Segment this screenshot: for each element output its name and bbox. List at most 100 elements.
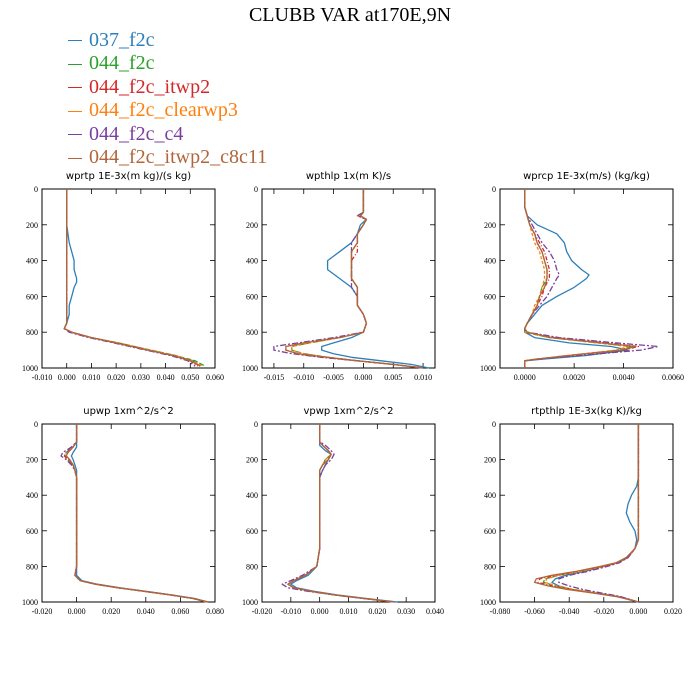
- x-tick-label: 0.000: [311, 607, 329, 616]
- y-tick-label: 200: [246, 456, 258, 465]
- legend-line-swatch: [68, 110, 82, 112]
- y-tick-label: 1000: [480, 364, 496, 373]
- plot-frame: [41, 423, 216, 603]
- series-line-037_f2c: [321, 189, 430, 369]
- series-line-044_f2c_clearwp3: [524, 189, 630, 368]
- legend-line-swatch: [68, 63, 82, 65]
- y-tick-label: 800: [26, 562, 38, 571]
- plot-frame: [41, 188, 216, 369]
- series-line-037_f2c: [551, 424, 640, 603]
- legend-line-swatch: [68, 157, 82, 159]
- y-tick-label: 0: [34, 185, 38, 194]
- x-tick-label: 0.000: [629, 607, 647, 616]
- legend-item: 037_f2c: [68, 28, 267, 52]
- chart-panel: wprcp 1E-3x(m/s) (kg/kg) 0 200 400 600 800 100…: [480, 171, 684, 382]
- plot-frame: [261, 423, 436, 603]
- series-line-037_f2c: [70, 424, 209, 603]
- series-line-044_f2c_c4: [63, 189, 196, 367]
- y-tick-label: 800: [26, 328, 38, 337]
- x-tick-label: -0.020: [32, 607, 53, 616]
- panel-title: vpwp 1xm^2/s^2: [303, 406, 393, 417]
- x-tick-label: -0.040: [559, 607, 580, 616]
- legend-line-swatch: [68, 87, 82, 89]
- series-line-037_f2c: [290, 424, 398, 603]
- x-tick-label: -0.010: [280, 607, 301, 616]
- panel-title: upwp 1xm^2/s^2: [83, 406, 173, 417]
- x-tick-label: 0.020: [107, 373, 125, 382]
- x-tick-label: 0.010: [414, 373, 432, 382]
- y-tick-label: 1000: [22, 598, 38, 607]
- y-tick-label: 400: [484, 491, 496, 500]
- chart-panel: wpthlp 1x(m K)/s02004006008001000-0.015-…: [242, 171, 436, 382]
- x-tick-label: -0.005: [323, 373, 344, 382]
- y-tick-label: 1000: [242, 364, 258, 373]
- chart-panel: vpwp 1xm^2/s^2 0 200 400 600 800 1000-0.020 -0.…: [242, 406, 444, 616]
- panel-title: wprcp 1E-3x(m/s) (kg/kg): [523, 171, 650, 182]
- legend-label: 044_f2c_itwp2: [89, 75, 211, 98]
- x-tick-label: -0.080: [490, 607, 511, 616]
- x-tick-label: 0.040: [157, 373, 175, 382]
- series-line-037_f2c: [63, 189, 201, 367]
- y-tick-label: 800: [246, 328, 258, 337]
- x-tick-label: -0.010: [32, 373, 53, 382]
- series-line-044_f2c_c4: [524, 189, 659, 368]
- x-tick-label: 0.060: [206, 373, 224, 382]
- y-tick-label: 1000: [480, 598, 496, 607]
- y-tick-label: 400: [246, 491, 258, 500]
- x-tick-label: 0.040: [426, 607, 444, 616]
- y-tick-label: 200: [484, 221, 496, 230]
- series-line-044_f2c_clearwp3: [65, 424, 207, 603]
- x-tick-label: -0.020: [593, 607, 614, 616]
- series-line-044_f2c_c4: [60, 424, 209, 603]
- series-line-044_f2c_clearwp3: [63, 189, 203, 367]
- series-line-044_f2c: [63, 424, 207, 603]
- y-tick-label: 600: [484, 527, 496, 536]
- y-tick-label: 1000: [242, 598, 258, 607]
- chart-panel: upwp 1xm^2/s^2 0 200 400 600 800 1000-0.020 0.0…: [22, 406, 224, 616]
- plot-frame: [499, 188, 674, 369]
- x-tick-label: 0.0000: [514, 373, 536, 382]
- x-tick-label: 0.050: [181, 373, 199, 382]
- plot-frame: [499, 423, 674, 603]
- legend-item: 044_f2c_itwp2: [68, 75, 267, 99]
- legend-label: 044_f2c_clearwp3: [89, 99, 238, 122]
- series-line-044_f2c: [63, 189, 206, 367]
- chart-panel: rtpthlp 1E-3x(kg K)/kg02004006008001000-…: [480, 406, 682, 616]
- x-tick-label: 0.000: [68, 607, 86, 616]
- x-tick-label: -0.015: [264, 373, 285, 382]
- legend-line-swatch: [68, 40, 82, 42]
- series-line-044_f2c_itwp2_c8c11: [63, 189, 201, 367]
- legend-item: 044_f2c: [68, 52, 267, 76]
- x-tick-label: 0.040: [137, 607, 155, 616]
- y-tick-label: 0: [492, 420, 496, 429]
- series-line-044_f2c_itwp2: [63, 424, 207, 603]
- panel-title: wpthlp 1x(m K)/s: [306, 171, 391, 182]
- y-tick-label: 1000: [22, 364, 38, 373]
- x-tick-label: 0.0020: [563, 373, 585, 382]
- series-line-044_f2c: [524, 189, 632, 368]
- y-tick-label: 600: [26, 527, 38, 536]
- x-tick-label: 0.010: [82, 373, 100, 382]
- series-line-044_f2c_c4: [281, 424, 395, 603]
- y-tick-label: 400: [26, 257, 38, 266]
- x-tick-label: 0.020: [664, 607, 682, 616]
- x-tick-label: 0.005: [384, 373, 402, 382]
- chart-panel: wprtp 1E-3x(m kg)/(s kg) 0 200 400 600 800 100…: [22, 171, 224, 382]
- panel-title: wprtp 1E-3x(m kg)/(s kg): [66, 171, 191, 182]
- y-tick-label: 400: [26, 491, 38, 500]
- x-tick-label: 0.0040: [613, 373, 635, 382]
- series-line-044_f2c_itwp2: [63, 189, 199, 367]
- x-tick-label: -0.020: [252, 607, 273, 616]
- y-tick-label: 0: [34, 420, 38, 429]
- y-tick-label: 600: [246, 292, 258, 301]
- y-tick-label: 200: [26, 456, 38, 465]
- y-tick-label: 800: [246, 562, 258, 571]
- y-tick-label: 400: [484, 257, 496, 266]
- plot-frame: [261, 188, 436, 369]
- y-tick-label: 600: [246, 527, 258, 536]
- legend-label: 044_f2c: [89, 52, 155, 75]
- y-tick-label: 800: [484, 328, 496, 337]
- y-tick-label: 600: [26, 292, 38, 301]
- x-tick-label: 0.000: [354, 373, 372, 382]
